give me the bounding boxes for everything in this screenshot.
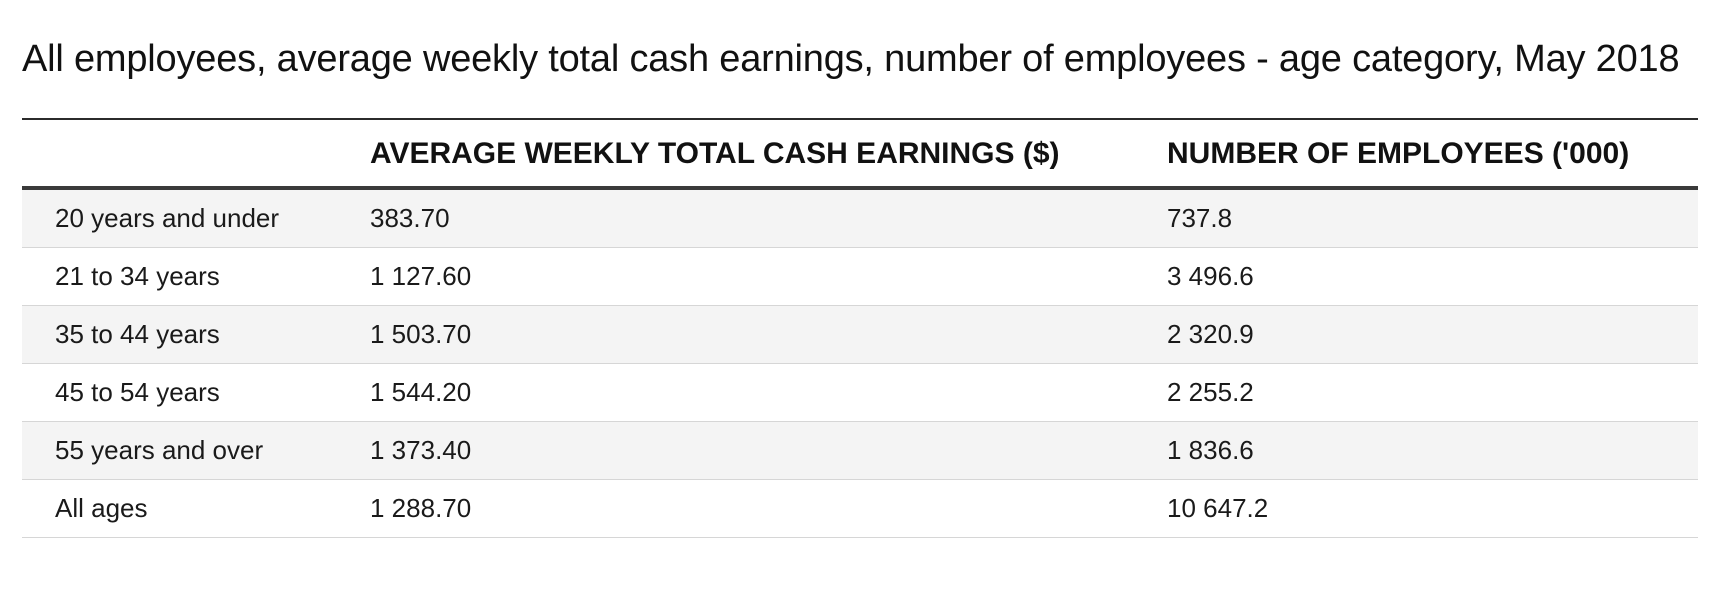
table-row: 21 to 34 years 1 127.60 3 496.6 <box>22 247 1698 306</box>
row-label: 21 to 34 years <box>22 247 370 306</box>
employees-cell: 10 647.2 <box>1167 479 1698 538</box>
table-title: All employees, average weekly total cash… <box>22 38 1680 80</box>
table-header: AVERAGE WEEKLY TOTAL CASH EARNINGS ($) N… <box>22 119 1698 190</box>
row-label: 35 to 44 years <box>22 305 370 364</box>
header-row-label <box>22 119 370 190</box>
header-earnings: AVERAGE WEEKLY TOTAL CASH EARNINGS ($) <box>370 119 1167 190</box>
employees-cell: 3 496.6 <box>1167 247 1698 306</box>
row-label: 55 years and over <box>22 421 370 480</box>
table-row: 20 years and under 383.70 737.8 <box>22 188 1698 248</box>
header-row: AVERAGE WEEKLY TOTAL CASH EARNINGS ($) N… <box>22 119 1698 190</box>
table-row: All ages 1 288.70 10 647.2 <box>22 479 1698 538</box>
earnings-cell: 1 503.70 <box>370 305 1167 364</box>
employees-cell: 2 255.2 <box>1167 363 1698 422</box>
earnings-cell: 1 544.20 <box>370 363 1167 422</box>
table-row: 55 years and over 1 373.40 1 836.6 <box>22 421 1698 480</box>
data-table: AVERAGE WEEKLY TOTAL CASH EARNINGS ($) N… <box>22 118 1698 538</box>
earnings-cell: 383.70 <box>370 188 1167 248</box>
employees-cell: 1 836.6 <box>1167 421 1698 480</box>
employees-cell: 737.8 <box>1167 188 1698 248</box>
earnings-cell: 1 373.40 <box>370 421 1167 480</box>
row-label: 45 to 54 years <box>22 363 370 422</box>
earnings-cell: 1 127.60 <box>370 247 1167 306</box>
table-body: 20 years and under 383.70 737.8 21 to 34… <box>22 188 1698 538</box>
header-employees: NUMBER OF EMPLOYEES ('000) <box>1167 119 1698 190</box>
table-row: 45 to 54 years 1 544.20 2 255.2 <box>22 363 1698 422</box>
employees-cell: 2 320.9 <box>1167 305 1698 364</box>
earnings-cell: 1 288.70 <box>370 479 1167 538</box>
table-row: 35 to 44 years 1 503.70 2 320.9 <box>22 305 1698 364</box>
page-content: All employees, average weekly total cash… <box>22 36 1698 538</box>
row-label: 20 years and under <box>22 188 370 248</box>
row-label: All ages <box>22 479 370 538</box>
